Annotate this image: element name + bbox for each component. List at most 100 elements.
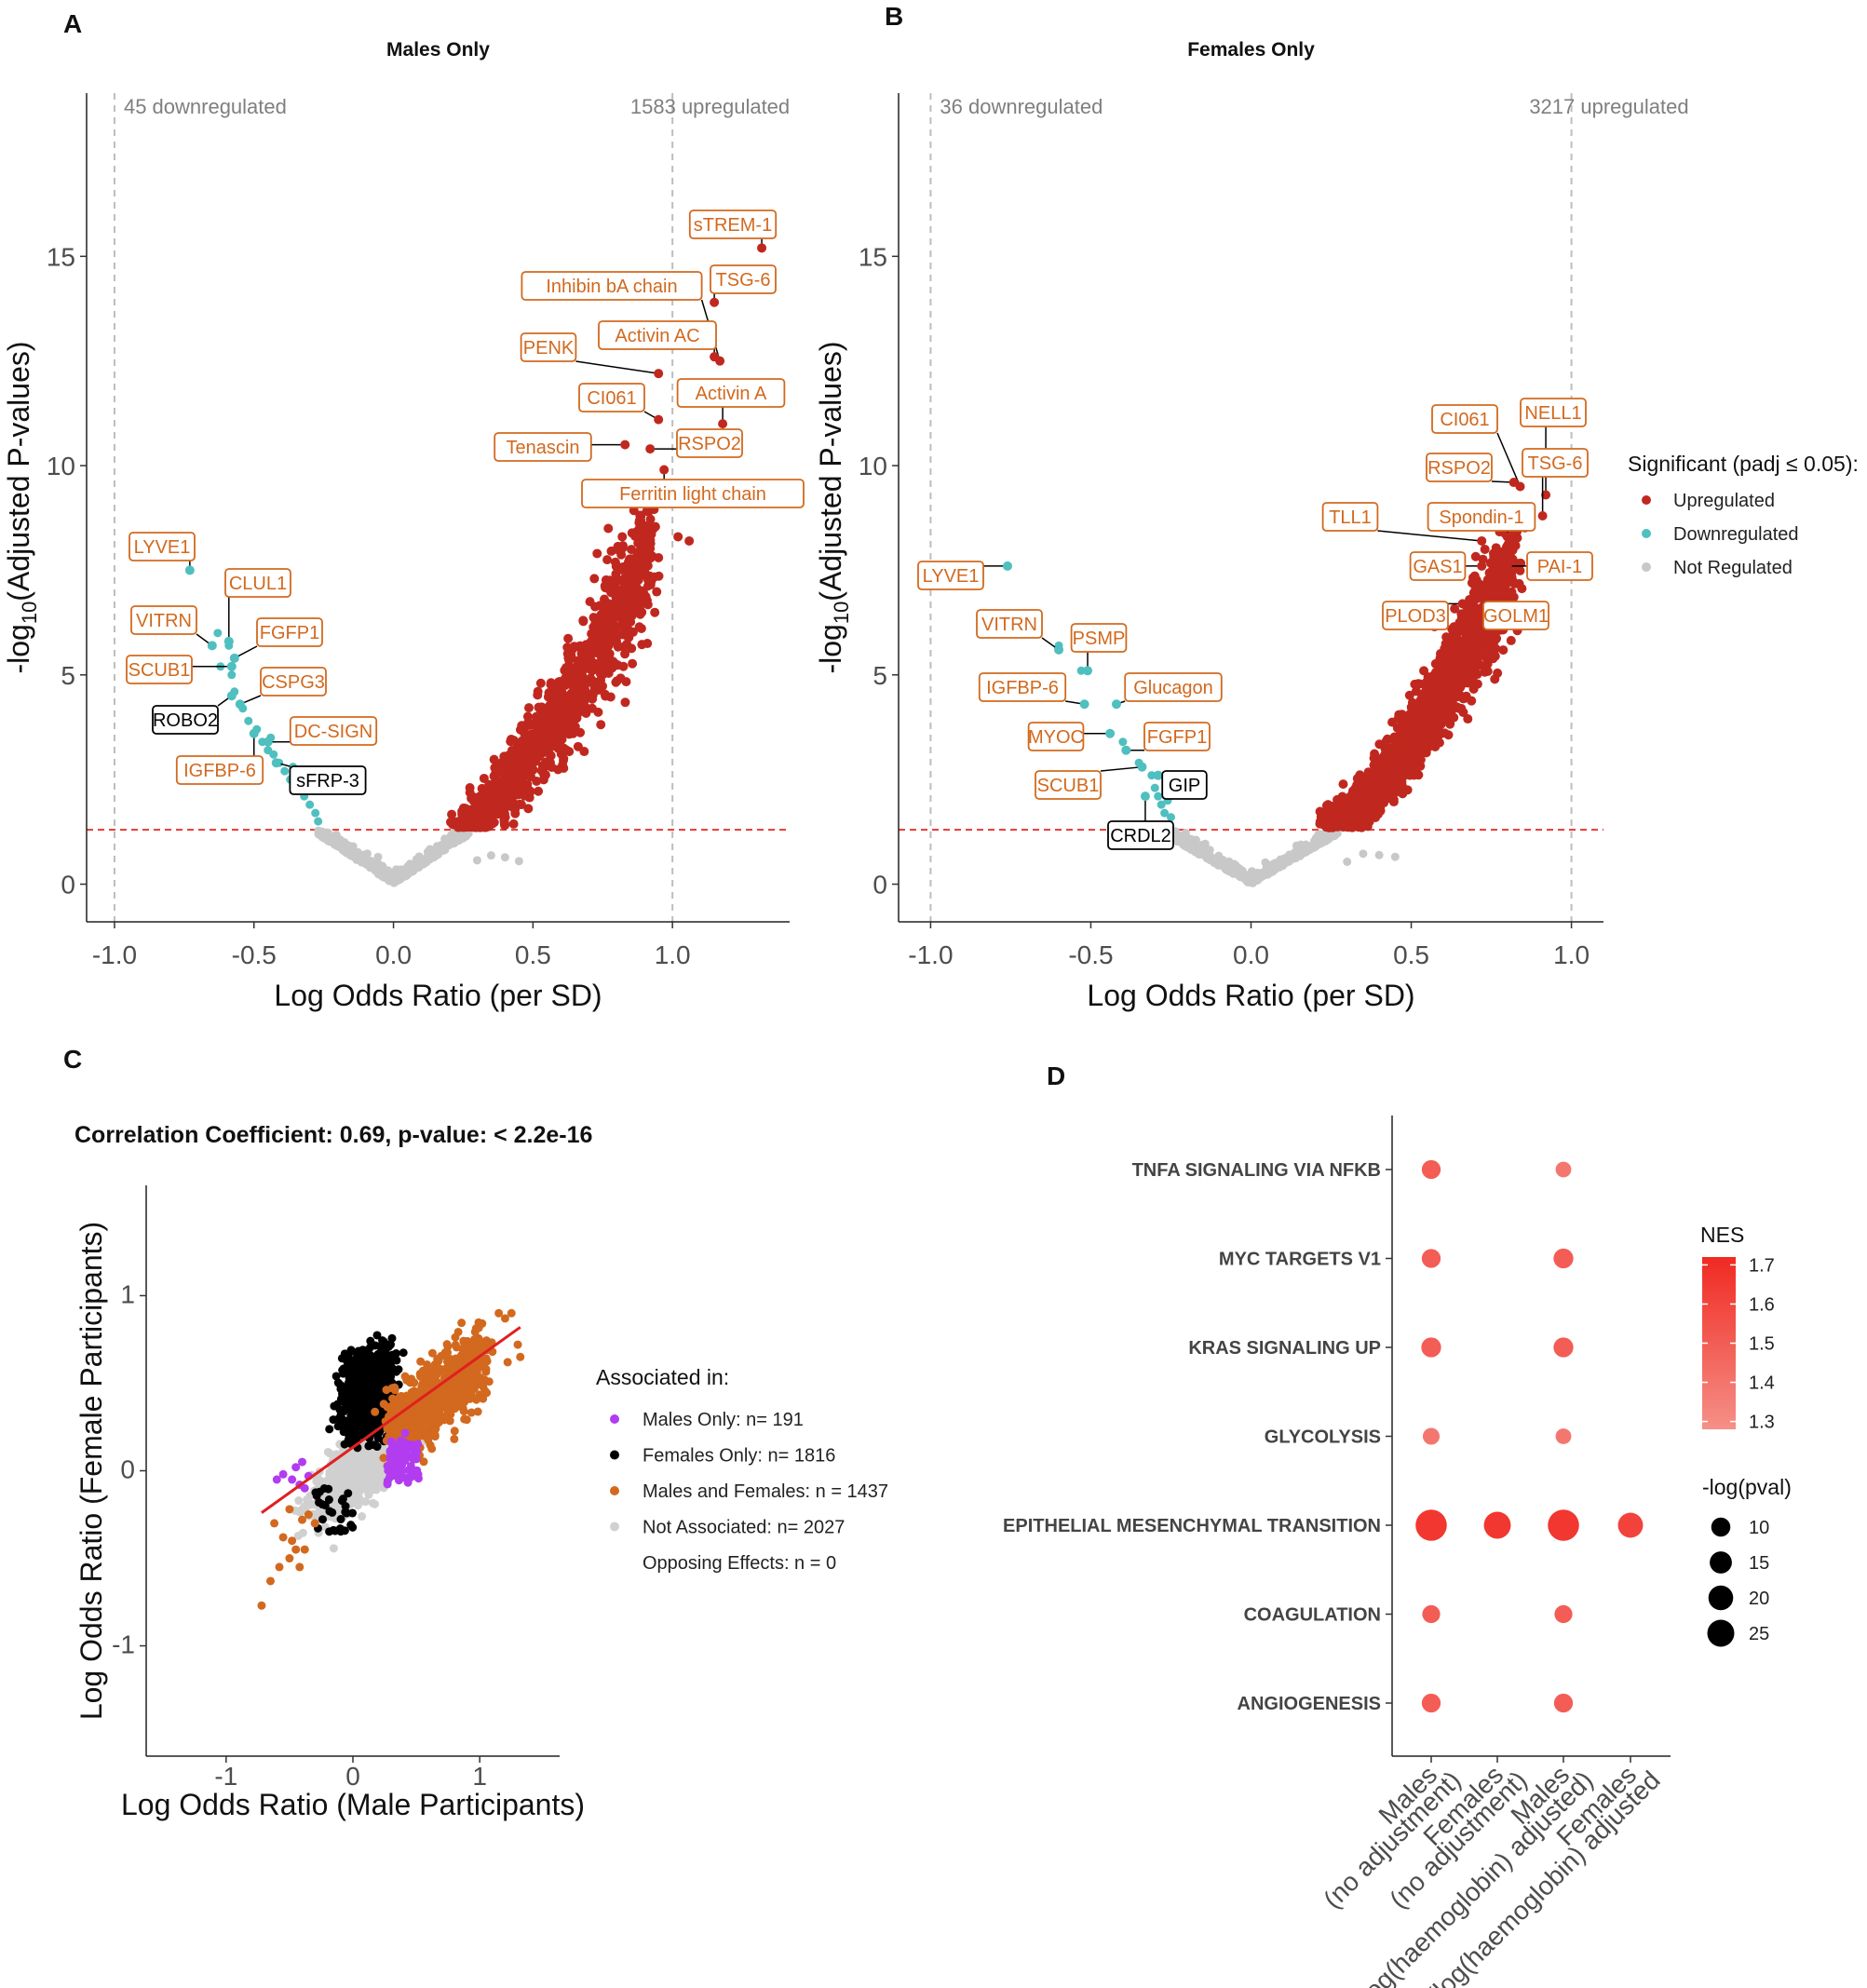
point-not-associated: [296, 1508, 305, 1517]
point-upregulated: [536, 765, 547, 776]
y-tick-label: 10: [859, 452, 887, 480]
point-upregulated: [1409, 728, 1419, 738]
point-downregulated: [1150, 783, 1159, 792]
point-not-regulated: [422, 856, 431, 865]
point-upregulated: [534, 723, 545, 733]
point-not-associated: [312, 1477, 321, 1486]
gene-label-dc-sign: DC-SIGN: [294, 722, 372, 742]
point-upregulated: [1512, 533, 1522, 543]
point-not-regulated: [1299, 844, 1308, 853]
point-upregulated: [492, 782, 502, 792]
point-upregulated: [1506, 635, 1516, 645]
point-labeled: [1502, 532, 1512, 542]
point-upregulated: [1387, 754, 1398, 764]
point-upregulated: [597, 667, 607, 677]
panel-letter-a: A: [63, 9, 83, 38]
point-downregulated: [244, 716, 253, 725]
gene-label-fgfp1: FGFP1: [1147, 727, 1207, 748]
point-upregulated: [673, 532, 683, 542]
point-downregulated: [1154, 791, 1163, 801]
point-not-associated: [345, 1453, 354, 1462]
point-not-regulated: [386, 869, 395, 878]
point-upregulated: [527, 739, 537, 750]
point-not-regulated: [1189, 842, 1198, 851]
point-upregulated: [602, 555, 613, 565]
volcano-points: [213, 484, 695, 887]
point-not-regulated: [500, 853, 509, 862]
point-labeled: [229, 653, 239, 663]
gene-label-sfrp-3: sFRP-3: [296, 771, 359, 791]
gene-label-strem-1: sTREM-1: [694, 215, 772, 236]
point-not-regulated: [335, 835, 345, 845]
point-upregulated: [1352, 803, 1362, 813]
point-upregulated: [610, 633, 620, 643]
point-upregulated: [1469, 588, 1480, 598]
point-upregulated: [1396, 711, 1406, 722]
point-upregulated: [1440, 695, 1450, 705]
point-upregulated: [1391, 776, 1401, 786]
point-upregulated: [597, 658, 607, 669]
point-upregulated: [627, 545, 637, 555]
point-not-regulated: [316, 829, 325, 838]
point-upregulated: [522, 719, 533, 729]
point-labeled: [654, 369, 664, 379]
point-upregulated: [1490, 674, 1500, 684]
x-tick-label: -0.5: [1068, 940, 1113, 969]
point-downregulated: [314, 817, 323, 826]
point-not-associated: [353, 1501, 362, 1510]
point-not-associated: [298, 1528, 307, 1537]
point-upregulated: [1468, 612, 1478, 622]
point-upregulated: [1421, 748, 1431, 758]
gene-label-box: [130, 605, 197, 635]
point-not-regulated: [1261, 858, 1270, 867]
x-axis-title: Log Odds Ratio (per SD): [1087, 979, 1414, 1012]
gene-label-robo2: ROBO2: [153, 710, 218, 731]
point-upregulated: [620, 649, 630, 659]
point-upregulated: [508, 818, 519, 829]
panel-title: Males Only: [386, 39, 490, 61]
point-upregulated: [1338, 779, 1348, 790]
point-labeled: [1002, 561, 1012, 571]
point-upregulated: [1498, 645, 1508, 656]
gene-label-box: [289, 716, 378, 746]
point-downregulated: [227, 670, 237, 680]
gene-label-myoc: MYOC: [1028, 727, 1084, 748]
point-upregulated: [551, 705, 561, 715]
point-upregulated: [1471, 648, 1481, 658]
point-not-regulated: [1243, 878, 1252, 887]
point-upregulated: [1352, 819, 1362, 830]
point-upregulated: [566, 646, 576, 656]
gene-label-ci061: CI061: [1440, 410, 1489, 430]
point-labeled: [718, 419, 728, 429]
point-upregulated: [635, 609, 645, 619]
point-upregulated: [1461, 691, 1471, 701]
x-tick-label: 0.0: [375, 940, 412, 969]
point-upregulated: [559, 763, 569, 773]
point-upregulated: [621, 677, 631, 687]
point-upregulated: [1382, 782, 1392, 792]
point-upregulated: [568, 673, 578, 683]
point-upregulated: [1414, 735, 1424, 745]
gene-label-rspo2: RSPO2: [1427, 458, 1491, 479]
point-upregulated: [629, 574, 639, 584]
y-tick-label: 15: [859, 242, 887, 271]
point-not-regulated: [348, 842, 358, 851]
point-upregulated: [620, 697, 630, 708]
point-upregulated: [544, 687, 554, 697]
point-females-only: [387, 1333, 397, 1343]
gene-label-tsg-6: TSG-6: [1528, 453, 1583, 474]
point-upregulated: [1321, 818, 1332, 828]
point-downregulated: [1166, 813, 1175, 822]
point-downregulated: [213, 629, 223, 638]
point-upregulated: [1480, 544, 1490, 554]
point-not-regulated: [1374, 850, 1384, 859]
point-upregulated: [603, 523, 614, 534]
point-upregulated: [1427, 713, 1437, 724]
point-upregulated: [490, 763, 500, 773]
point-not-associated: [358, 1512, 367, 1521]
gene-label-box: [976, 609, 1043, 639]
point-labeled: [1508, 478, 1519, 488]
point-not-regulated: [393, 871, 402, 880]
point-upregulated: [1443, 730, 1454, 740]
point-upregulated: [627, 643, 637, 654]
